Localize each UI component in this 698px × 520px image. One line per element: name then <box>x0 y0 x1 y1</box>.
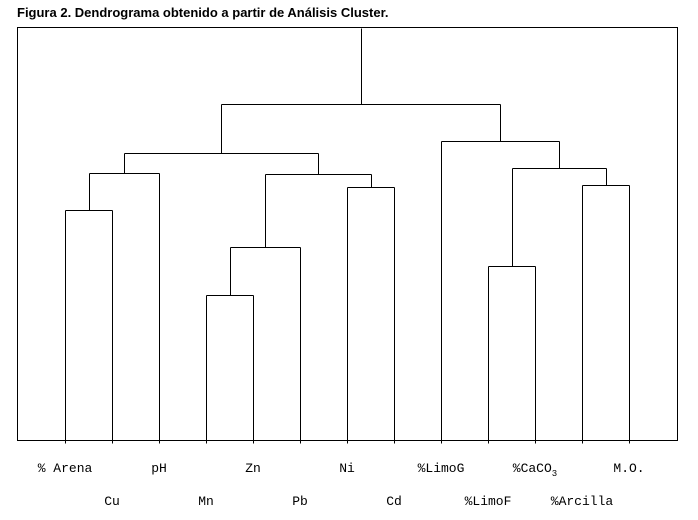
leaf-label-text: Pb <box>292 494 308 509</box>
leaf-label: %LimoF <box>465 494 512 509</box>
dendrogram-links <box>65 28 630 444</box>
leaf-labels: % ArenaCupHMnZnPbNiCd%LimoG%LimoF%CaCO3%… <box>38 461 645 509</box>
leaf-label: Cu <box>104 494 120 509</box>
leaf-label-text: pH <box>151 461 167 476</box>
figure-title: Figura 2. Dendrograma obtenido a partir … <box>17 5 389 20</box>
leaf-label-text: Cd <box>386 494 402 509</box>
leaf-label: %CaCO3 <box>513 461 557 479</box>
leaf-label: M.O. <box>613 461 644 476</box>
leaf-label: %Arcilla <box>551 494 614 509</box>
leaf-label-text: % Arena <box>38 461 93 476</box>
leaf-label: Ni <box>339 461 355 476</box>
leaf-label-text: %LimoG <box>418 461 465 476</box>
leaf-label: Zn <box>245 461 261 476</box>
leaf-label: % Arena <box>38 461 93 476</box>
leaf-label: Cd <box>386 494 402 509</box>
leaf-label-text: %Arcilla <box>551 494 614 509</box>
leaf-label-text: %LimoF <box>465 494 512 509</box>
leaf-label-text: M.O. <box>613 461 644 476</box>
leaf-label: pH <box>151 461 167 476</box>
leaf-label-text: Zn <box>245 461 261 476</box>
leaf-label: %LimoG <box>418 461 465 476</box>
leaf-label-text: Cu <box>104 494 120 509</box>
leaf-label: Mn <box>198 494 214 509</box>
leaf-label-text: Mn <box>198 494 214 509</box>
leaf-label: Pb <box>292 494 308 509</box>
leaf-label-text: Ni <box>339 461 355 476</box>
leaf-label-subscript: 3 <box>552 469 557 479</box>
leaf-label-text: %CaCO <box>513 461 552 476</box>
